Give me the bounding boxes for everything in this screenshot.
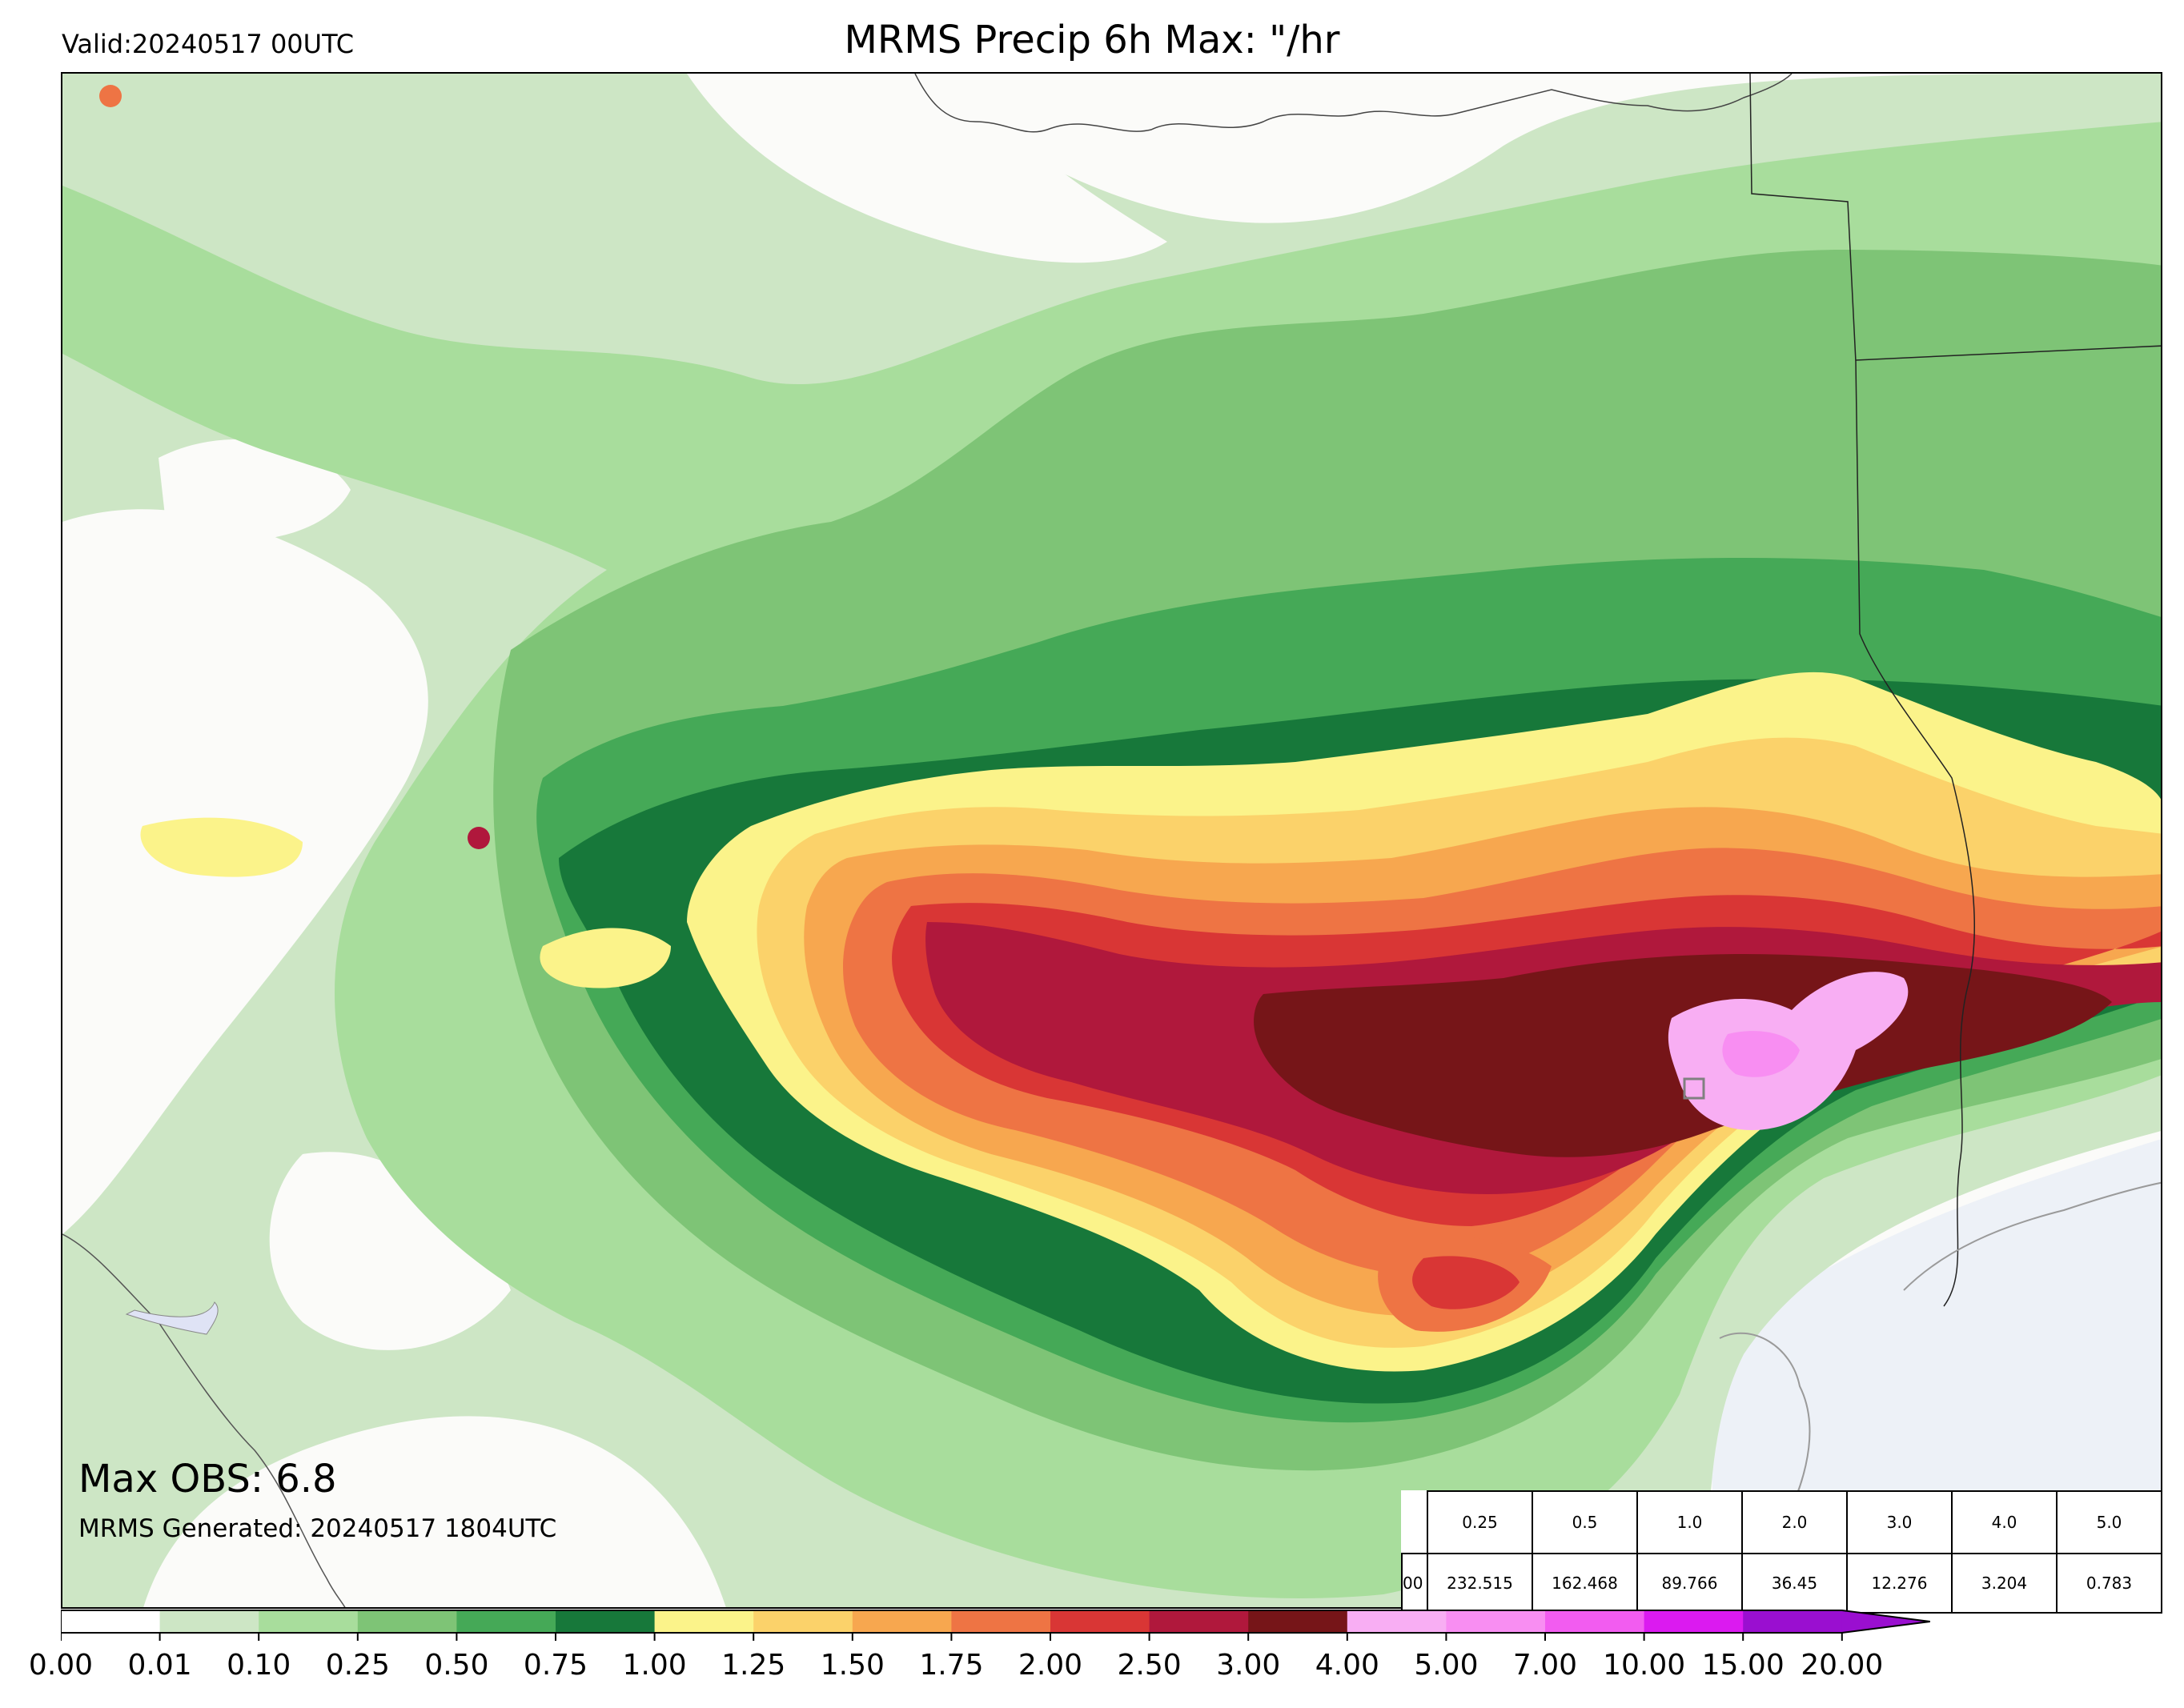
colorbar-segment [753,1610,853,1633]
colorbar-extend-arrow [1841,1610,1930,1633]
generated-label: MRMS Generated: 20240517 1804UTC [78,1514,557,1543]
colorbar-tick-label: 1.75 [919,1649,984,1682]
precip-5.00 [1722,1031,1800,1077]
state-border-ok-ar [1749,74,1857,363]
value-cell: 162.468 [1532,1553,1638,1614]
threshold-cell: 1.0 [1636,1490,1743,1554]
colorbar-tick-label: 1.00 [622,1649,687,1682]
state-border-red-river [914,74,1793,133]
colorbar-segment [1446,1610,1546,1633]
threshold-header-row: 0.25 0.5 1.0 2.0 3.0 4.0 5.0 [1402,1490,2162,1554]
colorbar-tick-label: 0.25 [325,1649,390,1682]
value-cell: 89.766 [1636,1553,1743,1614]
valid-time: Valid:20240517 00UTC [62,29,355,59]
colorbar-tick-label: 15.00 [1701,1649,1785,1682]
value-cell: 12.276 [1846,1553,1953,1614]
colorbar-segment [1149,1610,1249,1633]
colorbar-tick-label: 1.50 [820,1649,885,1682]
colorbar-tick-label: 3.00 [1216,1649,1281,1682]
threshold-area-table: 0.25 0.5 1.0 2.0 3.0 4.0 5.0 00 232.515 … [1401,1490,2162,1614]
colorbar-segment [1347,1610,1447,1633]
threshold-cell: 5.0 [2056,1490,2162,1554]
clear-northwest [159,439,351,541]
colorbar-tick-label: 20.00 [1801,1649,1884,1682]
rio-grande [62,1233,346,1607]
colorbar-tick-label: 0.01 [127,1649,192,1682]
precip-2.00-south [1412,1256,1520,1309]
state-border-ar-la [1855,345,2161,361]
precip-1.00-west [540,928,671,988]
colorbar-segment [951,1610,1051,1633]
gulf-water [1711,1139,2161,1607]
colorbar-segment [1545,1610,1645,1633]
threshold-cell: 4.0 [1951,1490,2058,1554]
colorbar-segment [357,1610,457,1633]
colorbar-segment [654,1610,754,1633]
row-label-cell: 00 [1401,1553,1428,1614]
threshold-cell: 0.25 [1427,1490,1533,1554]
max-obs-label: Max OBS: 6.8 [78,1457,337,1502]
colorbar-segment [259,1610,359,1633]
colorbar-tick-label: 0.10 [227,1649,291,1682]
value-cell: 36.45 [1741,1553,1848,1614]
colorbar [61,1610,1930,1641]
value-cell: 0.783 [2056,1553,2162,1614]
reservoir [125,1301,219,1335]
cell-nw [99,85,122,107]
map-title: MRMS Precip 6h Max: "/hr [844,18,1340,62]
colorbar-segment [1644,1610,1744,1633]
threshold-cell: 2.0 [1741,1490,1848,1554]
colorbar-segment [1050,1610,1150,1633]
clear-southwest [269,1152,511,1350]
clear-north [687,74,1167,263]
threshold-cell: 3.0 [1846,1490,1953,1554]
value-cell: 3.204 [1951,1553,2058,1614]
colorbar-tick-label: 2.50 [1117,1649,1182,1682]
value-row: 00 232.515 162.468 89.766 36.45 12.276 3… [1401,1553,2162,1614]
colorbar-segment [556,1610,656,1633]
colorbar-segment [1743,1610,1843,1633]
colorbar-segment [852,1610,952,1633]
colorbar-tick-label: 0.75 [523,1649,588,1682]
threshold-cell: 0.5 [1532,1490,1638,1554]
colorbar-tick-label: 0.00 [28,1649,94,1682]
colorbar-tick-label: 4.00 [1315,1649,1379,1682]
colorbar-tick-label: 2.00 [1018,1649,1083,1682]
cell-center [468,827,490,849]
value-cell: 232.515 [1427,1553,1533,1614]
colorbar-segment [159,1610,259,1633]
colorbar-tick-label: 0.50 [424,1649,489,1682]
colorbar-tick-label: 1.25 [721,1649,786,1682]
state-border-sabine [1855,361,1976,1307]
max-obs-marker [1683,1077,1705,1100]
colorbar-tick-label: 7.00 [1512,1649,1578,1682]
header-blank-cell [1402,1491,1428,1554]
coastline-east [1903,1181,2161,1291]
colorbar-tick-label: 10.00 [1603,1649,1686,1682]
colorbar-tick-label: 5.00 [1414,1649,1479,1682]
colorbar-segment [456,1610,556,1633]
colorbar-segment [61,1610,161,1633]
precip-map [61,72,2162,1609]
colorbar-outline [61,1610,1930,1634]
colorbar-segment [1248,1610,1348,1633]
precip-1.00-cell [140,817,303,877]
